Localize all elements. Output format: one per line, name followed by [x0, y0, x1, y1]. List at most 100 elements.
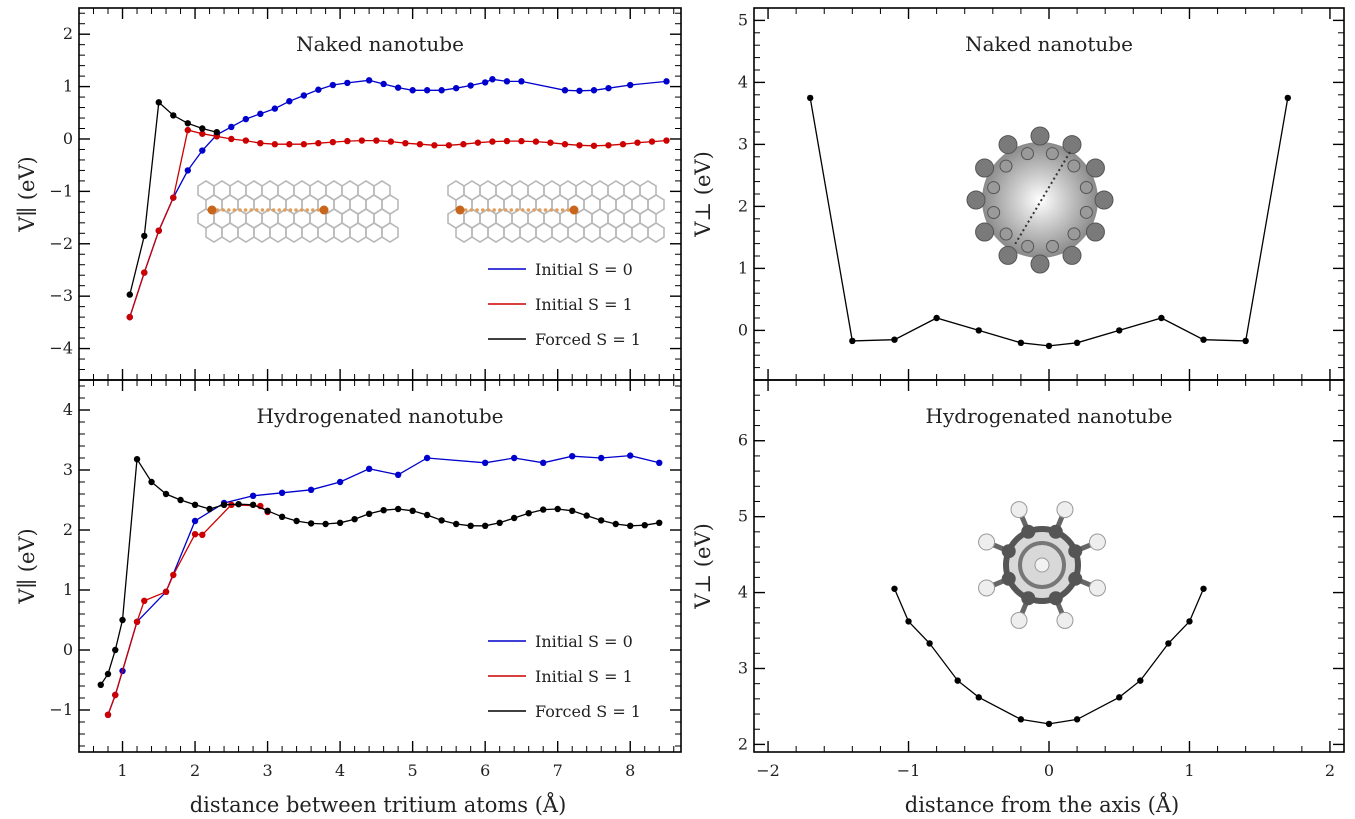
hydrogen-atom	[1056, 501, 1074, 519]
data-point	[104, 670, 112, 678]
data-layer	[126, 76, 670, 321]
data-point	[627, 81, 634, 89]
data-point	[489, 76, 496, 83]
legend-label: Forced S = 1	[535, 702, 641, 721]
carbon-atom	[1067, 227, 1081, 241]
data-point	[300, 141, 308, 148]
carbon-atom	[1068, 571, 1083, 586]
carbon-atom	[987, 206, 1001, 220]
data-point	[177, 496, 184, 504]
x-tick-label: 6	[480, 761, 490, 780]
trajectory-dot	[549, 208, 553, 212]
hexagon-cell	[471, 222, 489, 243]
data-point	[481, 522, 489, 529]
hexagon-cell	[333, 222, 351, 243]
data-point	[249, 492, 257, 499]
x-tick-label: 8	[625, 761, 635, 780]
carbon-atom	[1021, 591, 1036, 606]
data-point	[905, 618, 912, 625]
hydrogen-atom	[978, 533, 996, 551]
trajectory-dot	[249, 208, 253, 212]
data-point	[293, 517, 300, 525]
hexagon-cell	[301, 222, 319, 243]
y-tick-label: 1	[63, 77, 73, 96]
y-axis-label-bottom-left: V∥ (eV)	[15, 528, 39, 605]
hexagon-cell	[615, 222, 633, 243]
data-point	[184, 167, 191, 174]
y-axis-label-bottom-right: V⊥ (eV)	[691, 523, 715, 610]
hexagon-cell	[599, 222, 617, 243]
carbon-atom	[999, 159, 1013, 173]
y-tick-label: 6	[738, 431, 748, 450]
hexagon-cell	[221, 222, 239, 243]
trajectory-dot	[555, 208, 559, 212]
trajectory-dot	[538, 208, 542, 212]
trajectory-dot	[316, 208, 321, 212]
trajectory-dot	[532, 208, 536, 212]
data-point	[474, 139, 482, 146]
legend-label: Forced S = 1	[535, 330, 641, 349]
data-point	[344, 137, 351, 145]
trajectory-dot	[486, 208, 491, 212]
legend-label: Initial S = 1	[535, 667, 633, 686]
data-point	[518, 137, 525, 145]
data-point	[460, 141, 467, 148]
data-point	[503, 78, 511, 85]
data-point	[112, 691, 119, 699]
data-point	[510, 514, 518, 522]
data-point	[467, 82, 474, 89]
hydrogen-atom	[978, 579, 996, 597]
data-point	[344, 79, 351, 87]
data-point	[590, 142, 598, 149]
data-point	[933, 314, 940, 322]
data-point	[569, 453, 576, 460]
data-point	[213, 128, 221, 136]
data-point	[612, 520, 619, 528]
x-tick-label: 2	[1325, 761, 1335, 780]
y-tick-label: 1	[63, 580, 73, 599]
carbon-atom	[975, 158, 995, 178]
data-point	[148, 478, 155, 486]
data-point	[954, 677, 961, 684]
data-point	[300, 92, 308, 99]
hydrogen-atom	[1056, 611, 1074, 629]
data-point	[1200, 585, 1207, 592]
data-point	[547, 139, 554, 146]
trajectory-dot	[266, 208, 270, 212]
carbon-atom	[1062, 245, 1082, 265]
hexagon-cell	[349, 222, 367, 243]
data-point	[351, 516, 358, 523]
data-point	[206, 505, 213, 513]
trajectory-dot	[288, 208, 293, 212]
data-layer	[891, 585, 1207, 728]
data-point	[155, 99, 162, 106]
data-point	[1242, 337, 1249, 345]
carbon-atom	[1001, 544, 1016, 559]
trajectory-dot	[560, 208, 565, 212]
trajectory-dot	[227, 208, 231, 212]
trajectory-dot	[498, 208, 502, 212]
y-tick-label: 2	[738, 734, 748, 753]
data-point	[170, 112, 177, 119]
y-tick-label: 3	[738, 658, 748, 677]
data-point	[199, 130, 206, 137]
x-tick-label: 4	[335, 761, 345, 780]
y-tick-label: 0	[738, 320, 748, 339]
data-point	[271, 105, 279, 112]
data-point	[598, 454, 605, 462]
data-point	[249, 501, 257, 508]
y-tick-label: 4	[738, 583, 748, 602]
data-point	[126, 313, 133, 321]
data-point	[445, 142, 453, 149]
y-tick-label: 0	[63, 640, 73, 659]
hexagon-cell	[487, 222, 505, 243]
data-point	[199, 147, 206, 154]
tritium-atom	[319, 205, 329, 215]
panel-hydrogenated-perpendicular: −2 −1 0 1 2 2 3 4 5 6 Hydrogenated nanotube	[738, 379, 1345, 780]
hexagon-cell	[381, 222, 399, 243]
data-point	[170, 571, 177, 579]
trajectory-dot	[463, 208, 468, 212]
y-tick-label: −4	[49, 339, 73, 358]
data-point	[489, 138, 496, 145]
